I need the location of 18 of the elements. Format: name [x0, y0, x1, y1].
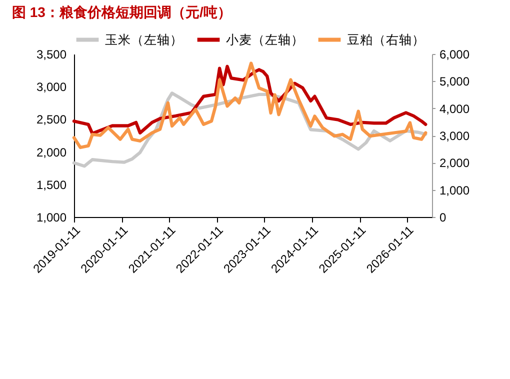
line-series — [72, 62, 428, 150]
y2-tick-label: 4,000 — [440, 102, 470, 116]
y-tick-label: 1,500 — [36, 178, 67, 192]
legend-label: 小麦（左轴） — [226, 32, 304, 47]
y2-tick-label: 0 — [440, 210, 446, 224]
y2-tick-label: 5,000 — [440, 74, 470, 89]
y2-tick-label: 3,000 — [440, 129, 470, 143]
y-tick-label: 1,000 — [36, 210, 67, 224]
y-tick-label: 3,000 — [36, 80, 67, 94]
chart-title: 图 13：粮食价格短期回调（元/吨） — [12, 4, 232, 20]
y-tick-label: 2,500 — [36, 112, 67, 127]
y2-tick-label: 6,000 — [440, 48, 470, 62]
y-tick-label: 3,500 — [36, 48, 67, 62]
y2-tick-label: 1,000 — [440, 183, 470, 198]
y-tick-label: 2,000 — [36, 145, 67, 160]
y2-tick-label: 2,000 — [440, 156, 470, 170]
legend-label: 玉米（左轴） — [105, 32, 183, 47]
legend-label: 豆粕（右轴） — [347, 32, 425, 47]
